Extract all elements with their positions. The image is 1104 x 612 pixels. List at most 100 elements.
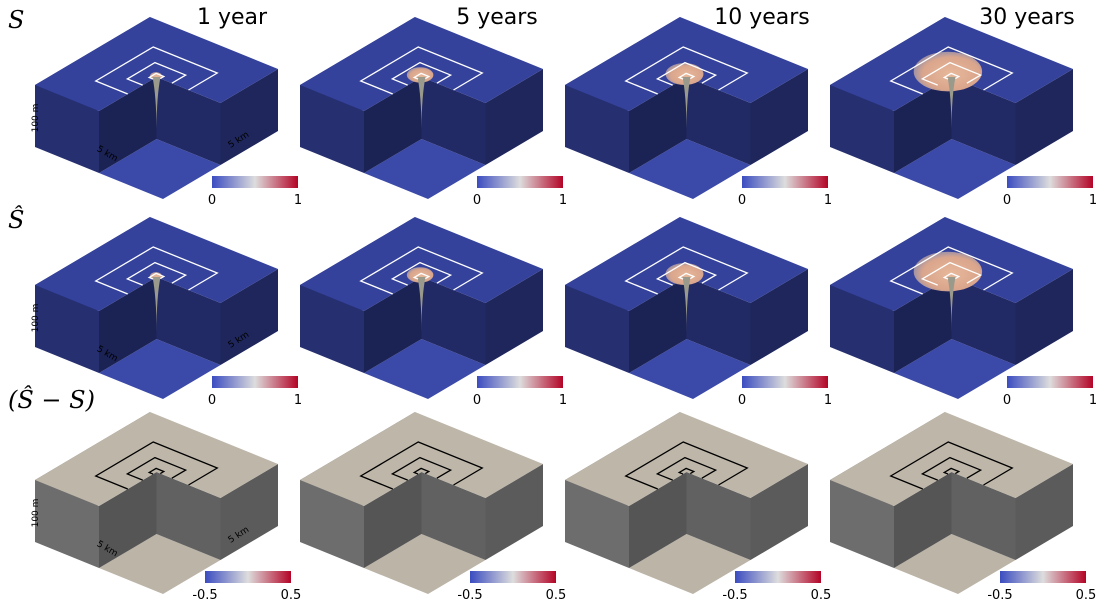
colorbar-label: 1 <box>824 393 832 408</box>
panel: -0.5 0.5 <box>300 412 566 603</box>
outline-square <box>920 456 983 481</box>
colorbar <box>212 176 298 188</box>
box-face-right <box>1015 69 1073 165</box>
cut-face <box>951 277 1016 365</box>
colorbar <box>1000 571 1086 583</box>
outline-square <box>655 456 718 481</box>
outline-square <box>412 272 431 280</box>
cut-face <box>99 277 157 373</box>
box-face-right <box>485 269 543 365</box>
colorbar <box>742 376 828 388</box>
box-top <box>300 217 543 311</box>
cut-face <box>686 277 751 365</box>
cut-floor <box>99 139 221 199</box>
box-top <box>35 217 278 311</box>
box-top <box>35 17 278 111</box>
colorbar-label: 0 <box>1003 393 1011 408</box>
colorbar <box>1007 376 1093 388</box>
box-face-right <box>220 269 278 365</box>
colorbar <box>470 571 556 583</box>
outline-square <box>359 46 484 95</box>
colorbar-label: 0.5 <box>281 588 302 603</box>
cut-floor <box>364 534 486 594</box>
well-plume <box>682 277 691 332</box>
outline-square <box>920 261 983 286</box>
box-top <box>35 412 278 506</box>
colorbar <box>742 176 828 188</box>
colorbar-label: -0.5 <box>987 588 1012 603</box>
plume <box>406 267 434 283</box>
colorbar-label: 0 <box>1003 193 1011 208</box>
outline-square <box>412 72 431 80</box>
well-plume <box>152 277 161 332</box>
outline-square <box>390 261 453 286</box>
box-face-left <box>35 85 99 173</box>
colorbar-label: -0.5 <box>457 588 482 603</box>
cut-floor <box>629 534 751 594</box>
box-face-left <box>565 285 629 373</box>
colorbar-label: 1 <box>294 393 302 408</box>
outline-square <box>125 261 188 286</box>
box-face-right <box>220 69 278 165</box>
colorbar-label: 1 <box>1089 193 1097 208</box>
box-top <box>565 412 808 506</box>
outline-square <box>889 441 1014 490</box>
outline-square <box>655 61 718 86</box>
cut-floor <box>894 139 1016 199</box>
colorbar <box>477 176 563 188</box>
cut-face <box>629 277 687 373</box>
column-title: 5 years <box>456 5 538 30</box>
outline-square <box>677 72 696 80</box>
well-plume <box>682 77 691 132</box>
outline-square <box>125 61 188 86</box>
box-face-left <box>830 285 894 373</box>
outline-square <box>677 467 696 475</box>
cut-face <box>99 472 157 568</box>
cut-face <box>364 77 422 173</box>
outline-square <box>412 467 431 475</box>
outline-square <box>147 467 166 475</box>
box-top <box>300 17 543 111</box>
column-title: 10 years <box>714 5 810 30</box>
outline-square <box>889 46 1014 95</box>
box-face-left <box>300 85 364 173</box>
box-face-left <box>300 285 364 373</box>
colorbar-label: 0 <box>208 193 216 208</box>
cut-face <box>686 472 751 560</box>
box-top <box>830 412 1073 506</box>
colorbar <box>205 571 291 583</box>
cut-floor <box>364 139 486 199</box>
row-label: Ŝ <box>8 205 24 234</box>
box-face-right <box>485 69 543 165</box>
outline-square <box>147 72 166 80</box>
outline-square <box>94 46 219 95</box>
cut-face <box>99 77 157 173</box>
cut-floor <box>894 339 1016 399</box>
outline-square <box>390 456 453 481</box>
cut-face <box>894 472 952 568</box>
cut-face <box>686 77 751 165</box>
colorbar-label: 0 <box>473 193 481 208</box>
well-plume <box>417 277 426 332</box>
axis-label: 100 m <box>31 499 41 528</box>
box-face-left <box>300 480 364 568</box>
cut-face <box>364 277 422 373</box>
well-plume <box>417 77 426 132</box>
outline-square <box>942 272 961 280</box>
colorbar-label: 0 <box>738 193 746 208</box>
box-top <box>300 412 543 506</box>
cut-face <box>629 472 687 568</box>
colorbar-label: 0.5 <box>546 588 567 603</box>
plume <box>913 51 983 92</box>
cut-face <box>951 77 1016 165</box>
cut-face <box>421 77 486 165</box>
cut-face <box>156 472 221 560</box>
colorbar-label: 1 <box>559 393 567 408</box>
outline-square <box>889 246 1014 295</box>
colorbar <box>212 376 298 388</box>
